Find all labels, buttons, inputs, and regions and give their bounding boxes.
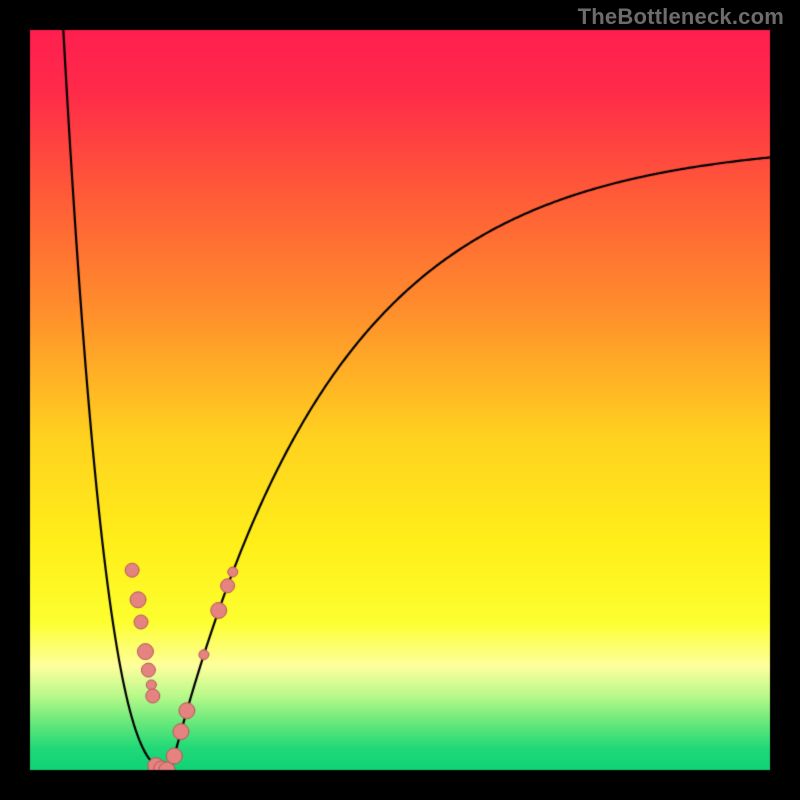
watermark-text: TheBottleneck.com (578, 4, 784, 30)
bottleneck-curve-chart (0, 0, 800, 800)
chart-container: TheBottleneck.com (0, 0, 800, 800)
